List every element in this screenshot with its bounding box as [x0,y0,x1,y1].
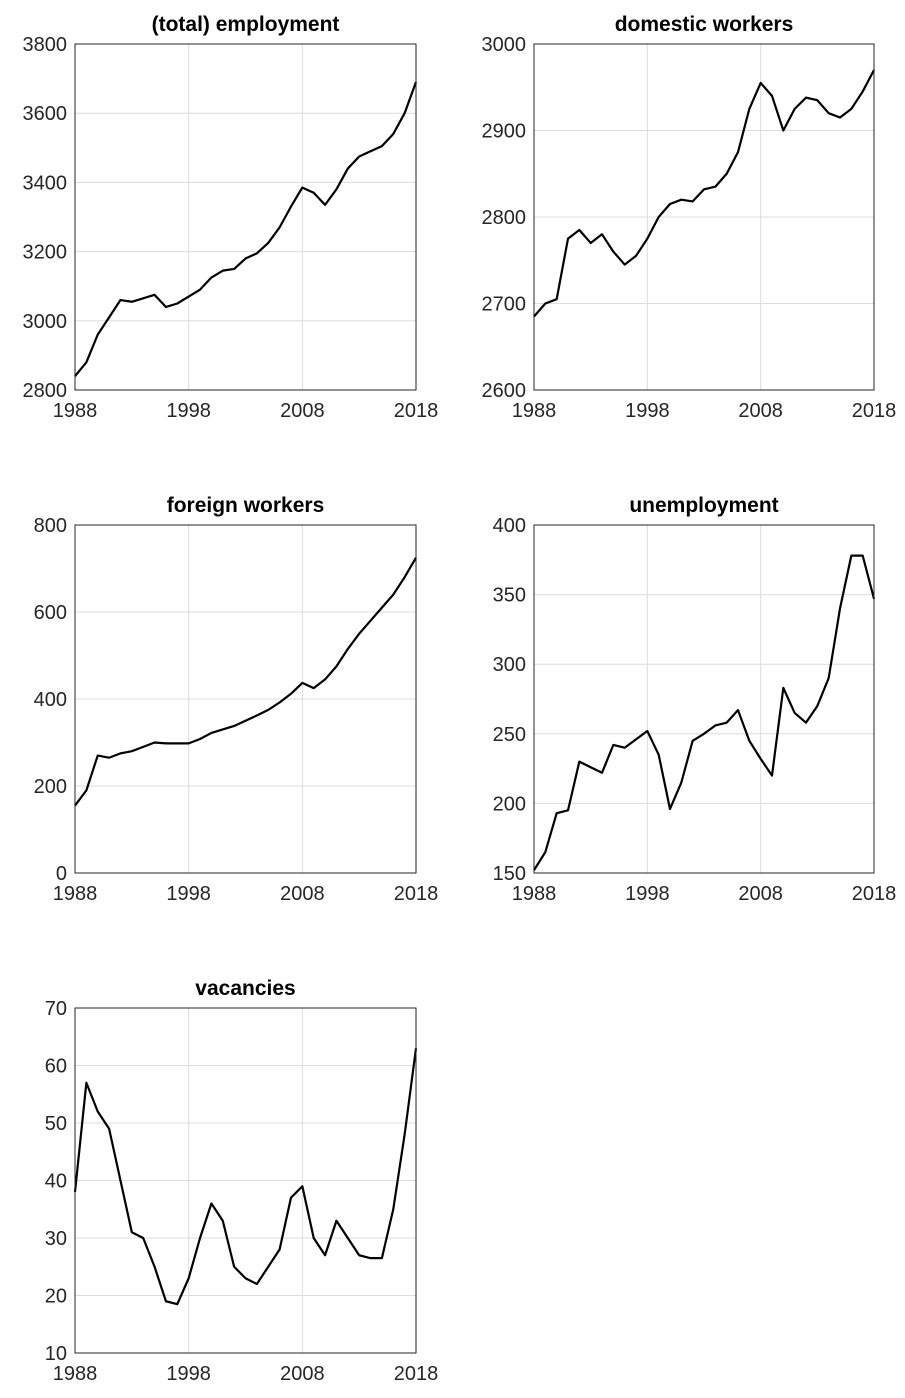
y-tick-label: 40 [45,1171,67,1193]
y-tick-label: 3600 [23,103,68,125]
x-tick-label: 2018 [394,400,439,422]
y-tick-label: 2600 [482,380,527,402]
data-line [533,69,875,318]
plot-frame [533,43,875,391]
y-tick-label: 3000 [482,34,527,56]
y-tick-label: 3200 [23,242,68,264]
data-line [533,554,876,871]
x-tick-label: 1988 [53,1363,98,1385]
y-tick-label: 400 [34,689,67,711]
x-tick-label: 1998 [166,1363,211,1385]
y-tick-label: 150 [493,863,526,885]
y-tick-label: 60 [45,1056,67,1078]
y-tick-label: 400 [493,515,526,537]
y-tick-label: 70 [45,998,67,1020]
plot-frame [533,524,875,874]
x-tick-label: 2018 [852,400,897,422]
x-tick-label: 2018 [394,883,439,905]
x-tick-label: 1988 [53,883,98,905]
y-tick-label: 30 [45,1228,67,1250]
x-tick-label: 2008 [280,883,325,905]
y-tick-label: 800 [34,515,67,537]
x-tick-label: 2008 [280,1363,325,1385]
data-line [74,81,418,377]
x-tick-label: 1998 [166,883,211,905]
x-tick-label: 1998 [166,400,211,422]
data-line [74,557,417,807]
x-tick-label: 2008 [280,400,325,422]
chart-title: foreign workers [167,494,325,517]
x-tick-label: 1988 [53,400,98,422]
chart-title: (total) employment [152,13,340,36]
y-tick-label: 350 [493,585,526,607]
plot-frame [74,524,417,874]
y-tick-label: 3000 [23,311,68,333]
y-tick-label: 0 [56,863,67,885]
plot-frame [74,43,417,391]
y-tick-label: 2700 [482,294,527,316]
x-tick-label: 1998 [625,883,670,905]
plot-area [534,525,874,873]
x-tick-label: 2018 [852,883,897,905]
y-tick-label: 10 [45,1343,67,1365]
y-tick-label: 300 [493,654,526,676]
x-tick-label: 1998 [625,400,670,422]
x-tick-label: 1988 [512,400,557,422]
y-tick-label: 50 [45,1113,67,1135]
x-tick-label: 2008 [738,883,783,905]
chart-title: unemployment [629,494,778,517]
y-tick-label: 2800 [482,207,527,229]
chart-title: domestic workers [615,13,794,36]
data-line [73,1048,418,1306]
x-tick-label: 2008 [738,400,783,422]
y-tick-label: 200 [34,776,67,798]
y-tick-label: 250 [493,724,526,746]
plot-frame [74,1007,417,1354]
plot-area [75,44,416,390]
y-tick-label: 20 [45,1286,67,1308]
y-tick-label: 2800 [23,380,68,402]
y-tick-label: 200 [493,793,526,815]
chart-title: vacancies [195,977,295,1000]
y-tick-label: 3800 [23,34,68,56]
y-tick-label: 2900 [482,121,527,143]
y-tick-label: 600 [34,602,67,624]
x-tick-label: 2018 [394,1363,439,1385]
x-tick-label: 1988 [512,883,557,905]
y-tick-label: 3400 [23,172,68,194]
